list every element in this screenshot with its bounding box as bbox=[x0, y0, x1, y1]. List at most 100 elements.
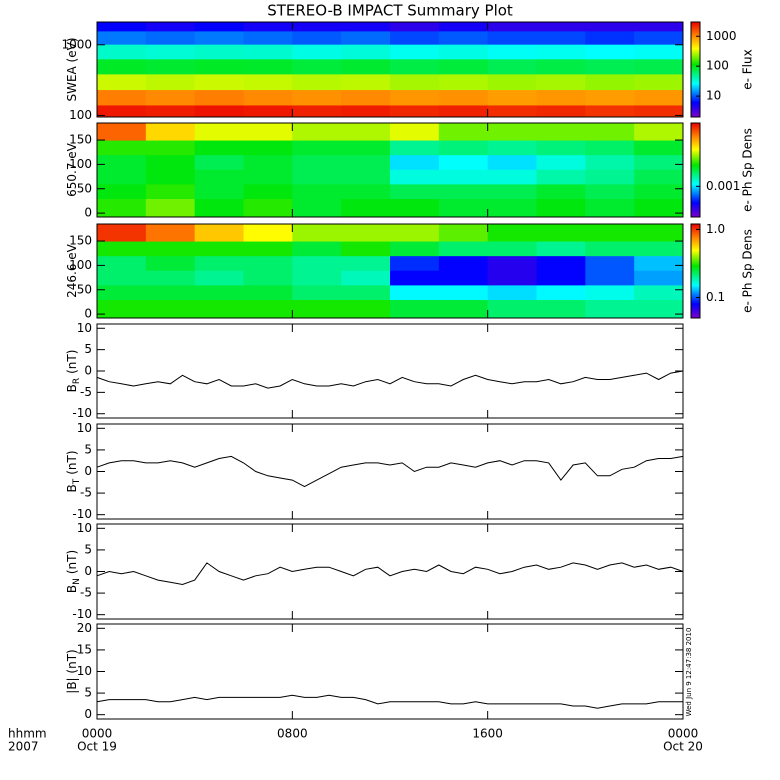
heatmap-cell bbox=[194, 270, 244, 286]
heatmap-cell bbox=[390, 299, 440, 319]
heatmap-cell bbox=[292, 183, 342, 199]
heatmap-cell bbox=[292, 241, 342, 257]
heatmap-cell bbox=[97, 169, 147, 185]
heatmap-cell bbox=[536, 22, 586, 32]
heatmap-cell bbox=[194, 241, 244, 257]
y-tick-label: -5 bbox=[80, 385, 92, 399]
y-tick-label: -5 bbox=[80, 486, 92, 500]
heatmap-cell bbox=[438, 299, 489, 319]
colorbar-tick-label: 1000 bbox=[706, 29, 737, 43]
heatmap-cell bbox=[194, 89, 244, 106]
heatmap-cell bbox=[194, 255, 244, 271]
heatmap-cell bbox=[292, 224, 342, 242]
heatmap-cell bbox=[390, 241, 440, 257]
heatmap-cell bbox=[243, 284, 293, 300]
heatmap-cell bbox=[145, 140, 196, 156]
line bbox=[96, 370, 684, 389]
heatmap-cell bbox=[97, 73, 147, 91]
heatmap-cell bbox=[585, 255, 635, 271]
y-axis-label-sub: R bbox=[72, 378, 82, 384]
y-axis-label-text: B bbox=[65, 384, 79, 392]
heatmap-cell bbox=[243, 104, 293, 118]
y-axis-label-unit: (nT) bbox=[65, 350, 79, 374]
heatmap-cell bbox=[487, 198, 537, 218]
heatmap-cell bbox=[487, 284, 537, 300]
heatmap-cell bbox=[585, 183, 635, 199]
y-axis-label-unit: (nT) bbox=[65, 450, 79, 474]
y-tick-label: -10 bbox=[72, 406, 92, 420]
heatmap-cell bbox=[341, 299, 391, 319]
heatmap-cell bbox=[194, 284, 244, 300]
heatmap-cell bbox=[634, 140, 684, 156]
heatmap-cell bbox=[341, 73, 391, 91]
heatmap-cell bbox=[243, 123, 293, 141]
y-axis-label: |B| (nT) bbox=[65, 649, 79, 693]
heatmap-cell bbox=[292, 140, 342, 156]
heatmap-cell bbox=[341, 30, 391, 45]
heatmap-cell bbox=[634, 224, 684, 242]
heatmap-cell bbox=[341, 241, 391, 257]
heatmap-cell bbox=[97, 22, 147, 32]
heatmap-cell bbox=[145, 241, 196, 257]
heatmap-cell bbox=[585, 140, 635, 156]
heatmap-cell bbox=[487, 89, 537, 106]
heatmap-cell bbox=[634, 58, 684, 75]
heatmap-cell bbox=[536, 58, 586, 75]
heatmap-cell bbox=[97, 270, 147, 286]
heatmap-cell bbox=[536, 140, 586, 156]
heatmap-cell bbox=[536, 104, 586, 118]
heatmap-cell bbox=[585, 123, 635, 141]
heatmap-cell bbox=[341, 89, 391, 106]
heatmap-cell bbox=[634, 73, 684, 91]
heatmap-cell bbox=[292, 169, 342, 185]
colorbar bbox=[690, 122, 701, 218]
heatmap-cell bbox=[438, 270, 489, 286]
heatmap-cell bbox=[145, 183, 196, 199]
heatmap-cell bbox=[536, 299, 586, 319]
heatmap-cell bbox=[97, 198, 147, 218]
heatmap-cell bbox=[145, 224, 196, 242]
heatmap-cell bbox=[438, 30, 489, 45]
colorbar-tick-label: 10 bbox=[706, 89, 721, 103]
heatmap-cell bbox=[585, 284, 635, 300]
heatmap-cell bbox=[243, 224, 293, 242]
heatmap-cell bbox=[341, 44, 391, 60]
y-tick-label: 10 bbox=[77, 321, 92, 335]
heatmap-cell bbox=[390, 104, 440, 118]
heatmap-cell bbox=[341, 224, 391, 242]
heatmap-cell bbox=[145, 22, 196, 32]
heatmap-cell bbox=[292, 198, 342, 218]
heatmap-cell bbox=[194, 73, 244, 91]
heatmap-cell bbox=[438, 154, 489, 170]
heatmap-cell bbox=[487, 299, 537, 319]
heatmap-cell bbox=[145, 30, 196, 45]
heatmap-cell bbox=[292, 22, 342, 32]
heatmap-cell bbox=[634, 123, 684, 141]
heatmap-cell bbox=[194, 140, 244, 156]
heatmap-cell bbox=[487, 44, 537, 60]
x-tick-label: 0800 bbox=[277, 727, 308, 741]
heatmap-cell bbox=[536, 169, 586, 185]
heatmap-cell bbox=[487, 169, 537, 185]
x-date-label: Oct 19 bbox=[77, 740, 117, 754]
heatmap-cell bbox=[97, 255, 147, 271]
y-tick-label: 10 bbox=[77, 664, 92, 678]
heatmap-cell bbox=[390, 140, 440, 156]
heatmap-cell bbox=[145, 198, 196, 218]
heatmap-cell bbox=[341, 58, 391, 75]
heatmap-cell bbox=[585, 44, 635, 60]
heatmap-cell bbox=[243, 73, 293, 91]
heatmap-cell bbox=[145, 73, 196, 91]
heatmap-cell bbox=[634, 104, 684, 118]
heatmap-cell bbox=[194, 198, 244, 218]
heatmap-cell bbox=[145, 299, 196, 319]
heatmap-cell bbox=[536, 154, 586, 170]
x-tick-label: 0000 bbox=[82, 727, 113, 741]
heatmap-cell bbox=[292, 73, 342, 91]
heatmap-cell bbox=[438, 284, 489, 300]
heatmap-cell bbox=[634, 198, 684, 218]
colorbar bbox=[690, 223, 701, 319]
heatmap-cell bbox=[634, 30, 684, 45]
y-axis-label-text: B bbox=[65, 585, 79, 593]
heatmap-cell bbox=[341, 22, 391, 32]
